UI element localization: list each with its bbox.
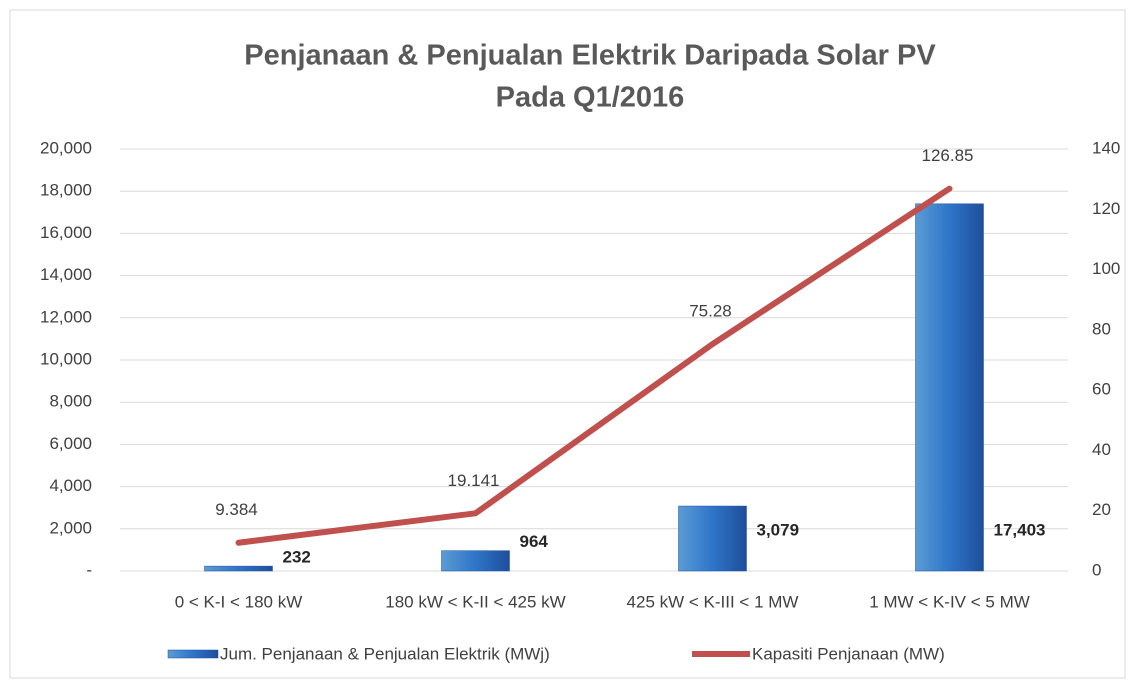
y2-tick-label: 40	[1092, 440, 1111, 459]
data-label: 19.141	[448, 471, 500, 490]
y-tick-label: 4,000	[49, 476, 92, 495]
data-label: 964	[520, 532, 549, 551]
bar	[915, 203, 984, 572]
bar	[204, 565, 273, 572]
legend-swatch	[167, 649, 219, 659]
x-tick-label: 425 kW < K-III < 1 MW	[627, 592, 799, 611]
y2-tick-label: 140	[1092, 138, 1120, 157]
y-tick-label: 2,000	[49, 518, 92, 537]
y-tick-label: 8,000	[49, 392, 92, 411]
y-tick-label: 16,000	[40, 223, 92, 242]
bar	[678, 505, 747, 572]
x-tick-label: 1 MW < K-IV < 5 MW	[869, 592, 1030, 611]
y2-tick-label: 60	[1092, 380, 1111, 399]
y-tick-label: 12,000	[40, 307, 92, 326]
line	[235, 185, 953, 546]
data-label: 126.85	[922, 146, 974, 165]
y-tick-label: 14,000	[40, 265, 92, 284]
y-tick-label: 10,000	[40, 349, 92, 368]
chart-title: Pada Q1/2016	[496, 82, 685, 114]
chart-title: Penjanaan & Penjualan Elektrik Daripada …	[244, 40, 936, 72]
legend-label: Kapasiti Penjanaan (MW)	[752, 644, 945, 663]
y2-tick-label: 80	[1092, 319, 1111, 338]
data-label: 75.28	[689, 302, 732, 321]
y-tick-label: -	[86, 560, 92, 579]
y2-tick-label: 0	[1092, 560, 1101, 579]
data-label: 3,079	[757, 520, 800, 539]
y-tick-label: 6,000	[49, 434, 92, 453]
y-tick-label: 18,000	[40, 181, 92, 200]
x-tick-label: 0 < K-I < 180 kW	[175, 592, 303, 611]
x-tick-label: 180 kW < K-II < 425 kW	[385, 592, 565, 611]
data-label: 9.384	[215, 500, 258, 519]
legend-label: Jum. Penjanaan & Penjualan Elektrik (MWj…	[220, 644, 550, 663]
data-label: 232	[283, 548, 311, 567]
y2-tick-label: 120	[1092, 199, 1120, 218]
y2-tick-label: 100	[1092, 259, 1120, 278]
bar	[441, 550, 510, 572]
y2-tick-label: 20	[1092, 500, 1111, 519]
y-tick-label: 20,000	[40, 138, 92, 157]
data-label: 17,403	[994, 520, 1046, 539]
